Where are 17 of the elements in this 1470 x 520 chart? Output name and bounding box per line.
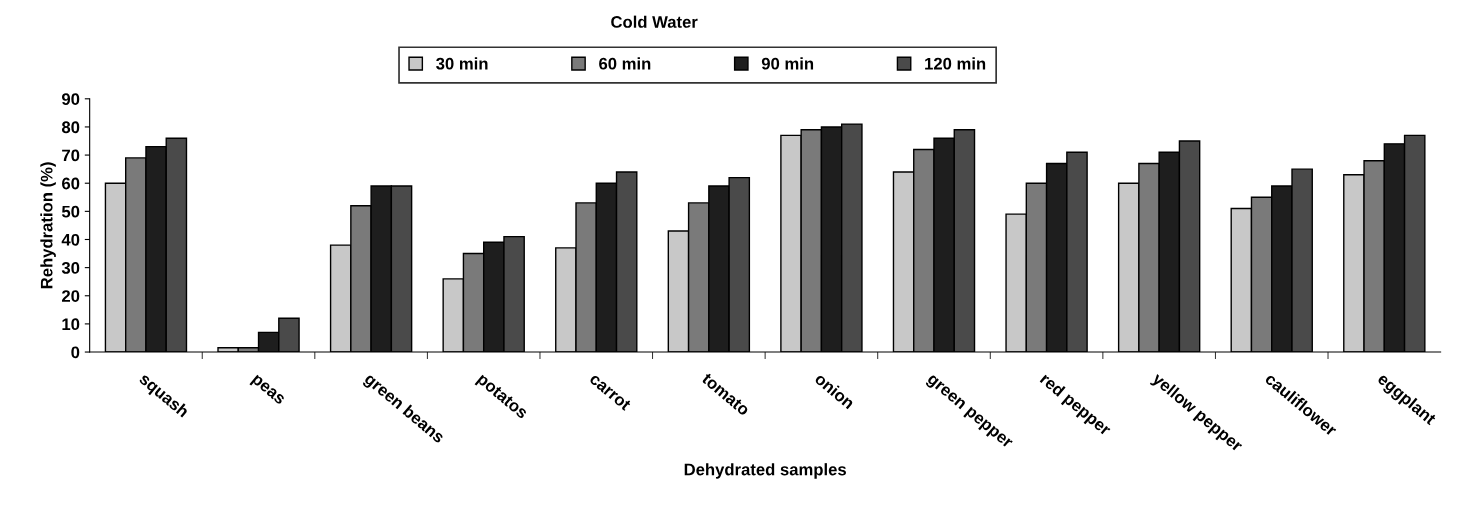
legend-label: 120 min bbox=[925, 57, 986, 70]
y-tick-label: 80 bbox=[61, 121, 80, 134]
chart-title: Cold Water bbox=[611, 15, 698, 28]
legend-label: 90 min bbox=[761, 57, 814, 70]
y-tick-label: 0 bbox=[71, 346, 80, 359]
y-tick-label: 50 bbox=[61, 205, 80, 218]
legend-label: 60 min bbox=[599, 57, 651, 70]
y-tick-label: 60 bbox=[62, 177, 80, 190]
y-tick-label: 30 bbox=[61, 262, 80, 274]
y-tick-label: 90 bbox=[61, 93, 80, 105]
y-axis-title: Rehydration (%) bbox=[40, 162, 56, 289]
y-tick-label: 10 bbox=[62, 318, 80, 331]
y-tick-label: 20 bbox=[61, 290, 80, 302]
x-axis-title: Dehydrated samples bbox=[684, 463, 846, 479]
y-tick-label: 70 bbox=[62, 149, 80, 162]
y-tick-label: 40 bbox=[61, 233, 80, 246]
legend-label: 30 min bbox=[436, 57, 488, 70]
